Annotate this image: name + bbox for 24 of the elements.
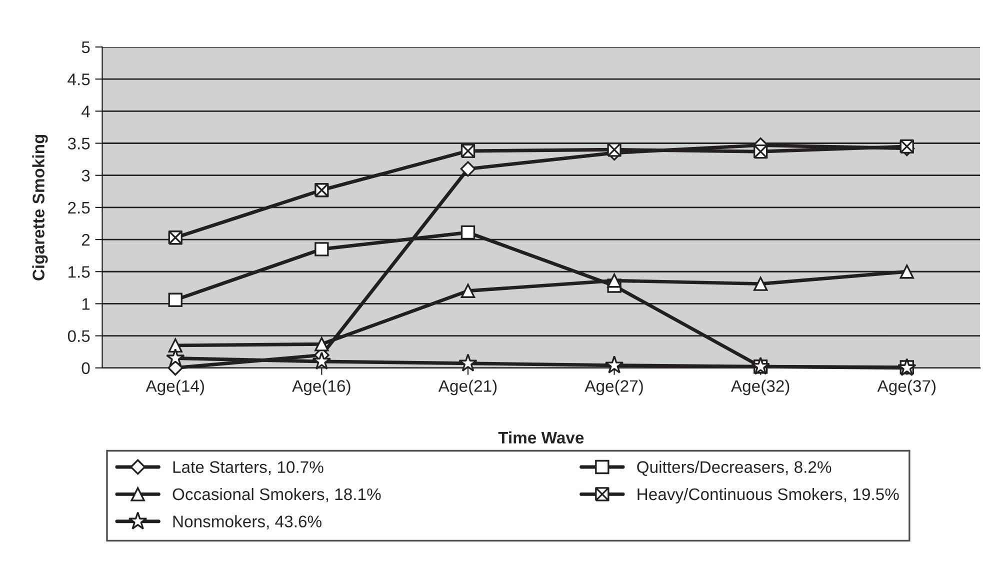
x-axis-title: Time Wave: [498, 431, 584, 444]
y-tick-label: 3.5: [68, 138, 90, 150]
y-tick-label: 4.5: [68, 74, 90, 86]
x-tick-label: Age(14): [146, 380, 204, 396]
x-tick-label: Age(37): [877, 380, 936, 396]
x-tick-label: Age(21): [438, 380, 497, 396]
legend-label: Quitters/Decreasers, 8.2%: [637, 460, 832, 476]
y-tick-label: 2.5: [68, 202, 90, 214]
x-tick-label: Age(16): [292, 380, 350, 396]
y-tick-label: 5: [82, 42, 90, 54]
legend-label: Heavy/Continuous Smokers, 19.5%: [638, 488, 899, 504]
y-tick-label: 1: [82, 298, 90, 310]
y-tick-label: 0: [82, 362, 90, 374]
y-axis-title: Cigarette Smoking: [32, 134, 48, 280]
x-tick-label: Age(27): [584, 380, 643, 396]
legend-label: Nonsmokers, 43.6%: [173, 515, 322, 530]
y-tick-label: 1.5: [68, 266, 90, 278]
legend-label: Late Starters, 10.7%: [173, 461, 324, 475]
y-tick-label: 0.5: [68, 330, 90, 342]
x-tick-label: Age(32): [730, 380, 790, 396]
y-tick-label: 4: [82, 106, 90, 118]
legend-label: Occasional Smokers, 18.1%: [172, 488, 381, 502]
y-tick-label: 3: [82, 170, 90, 182]
y-tick-label: 2: [82, 234, 90, 246]
